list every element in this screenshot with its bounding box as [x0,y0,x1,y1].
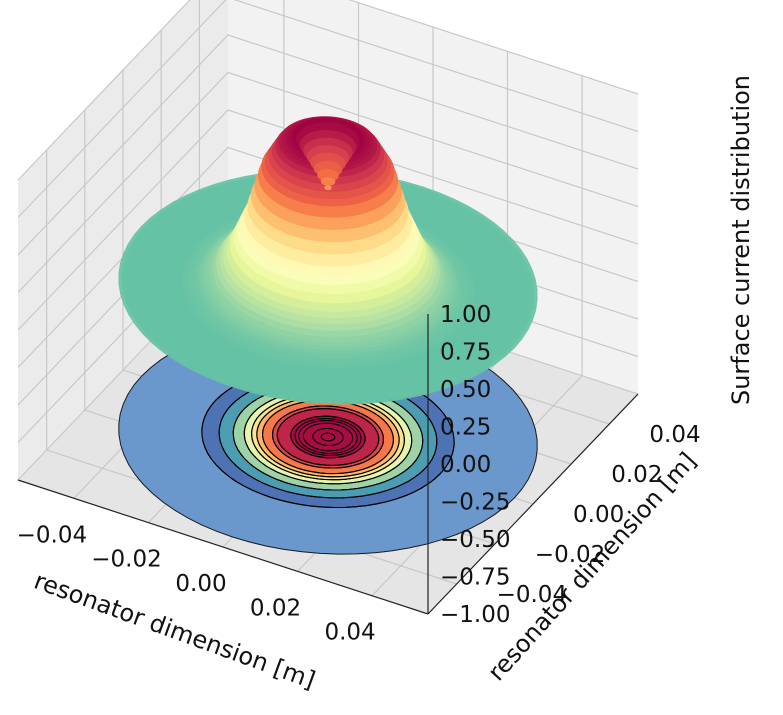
contour-line [312,427,344,447]
x-tick-label: −0.04 [17,522,87,548]
contour-line [243,389,413,485]
y-tick-label: 0.02 [611,462,662,488]
contour-line [272,405,384,469]
contour-line [256,396,400,478]
y-tick-label: 0.00 [573,502,624,528]
contour-line [302,422,354,452]
z-axis-title: Surface current distribution [727,75,755,405]
z-tick-label: 0.00 [440,452,491,478]
contour-line [276,408,380,466]
z-tick-label: −1.00 [440,602,510,628]
y-tick-label: −0.02 [535,542,605,568]
contour-line [320,432,336,442]
surface-band [324,185,332,190]
grid-line-z [17,0,639,218]
z-tick-label: −0.50 [440,527,510,553]
z-tick-label: 0.75 [440,340,491,366]
surface-band [320,177,336,186]
axis-lines [17,314,639,615]
y-tick-label: −0.04 [497,582,567,608]
grid-line-z [17,34,639,256]
z-tick-label: 0.25 [440,415,491,441]
contour-line [218,375,438,499]
z-tick-label: −0.75 [440,565,510,591]
z-tick-label: 1.00 [440,302,491,328]
contour-line [298,420,358,454]
x-axis-line [17,479,429,615]
contour-line [290,415,366,459]
y-axis-line [427,393,639,615]
x-tick-label: 0.00 [175,571,226,597]
tick-labels: −0.04−0.020.000.020.04−0.04−0.020.000.02… [17,302,701,646]
contour-line [251,393,405,481]
contour-line [201,365,455,509]
grid-line-z [17,0,639,181]
y-tick-label: 0.04 [649,422,700,448]
x-tick-label: 0.04 [324,620,375,646]
contour-line [294,418,362,456]
grid-line-z [17,71,639,293]
contour-line [262,399,394,475]
grid-line-z [17,109,639,331]
surface-mesh [118,116,538,405]
x-tick-label: −0.02 [91,547,161,573]
contour-line [232,383,424,491]
z-tick-label: −0.25 [440,490,510,516]
z-tick-label: 0.50 [440,377,491,403]
x-tick-label: 0.02 [250,595,301,621]
